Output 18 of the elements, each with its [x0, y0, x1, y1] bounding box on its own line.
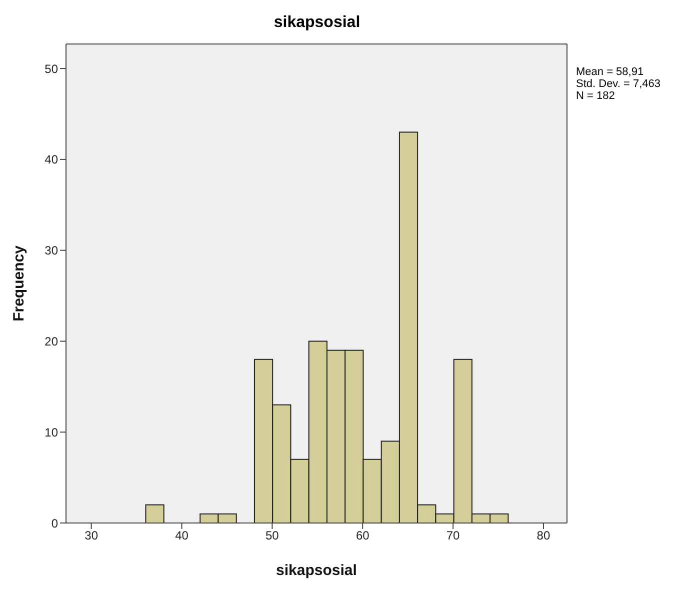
x-tick-label: 50 — [266, 528, 280, 543]
text: N = 182 — [576, 90, 616, 102]
x-tick-label: 30 — [84, 528, 98, 543]
x-tick-label: 80 — [536, 528, 550, 543]
x-axis-title: sikapsosial — [276, 562, 357, 579]
y-tick-label: 50 — [44, 62, 58, 76]
x-tick-label: 60 — [356, 528, 370, 543]
text: Mean = 58,91 — [576, 66, 645, 78]
y-tick-label: 20 — [44, 334, 58, 348]
y-tick-label: 30 — [44, 244, 58, 258]
text: Std. Dev. = 7,463 — [576, 78, 660, 90]
y-tick-label: 40 — [44, 152, 58, 167]
y-axis-title: Frequency — [10, 244, 28, 322]
y-tick-label: 10 — [44, 425, 58, 440]
x-tick-label: 40 — [175, 528, 189, 543]
chart-title: sikapsosial — [272, 14, 362, 32]
y-tick-label: 0 — [51, 516, 58, 530]
x-tick-label: 70 — [446, 528, 460, 543]
